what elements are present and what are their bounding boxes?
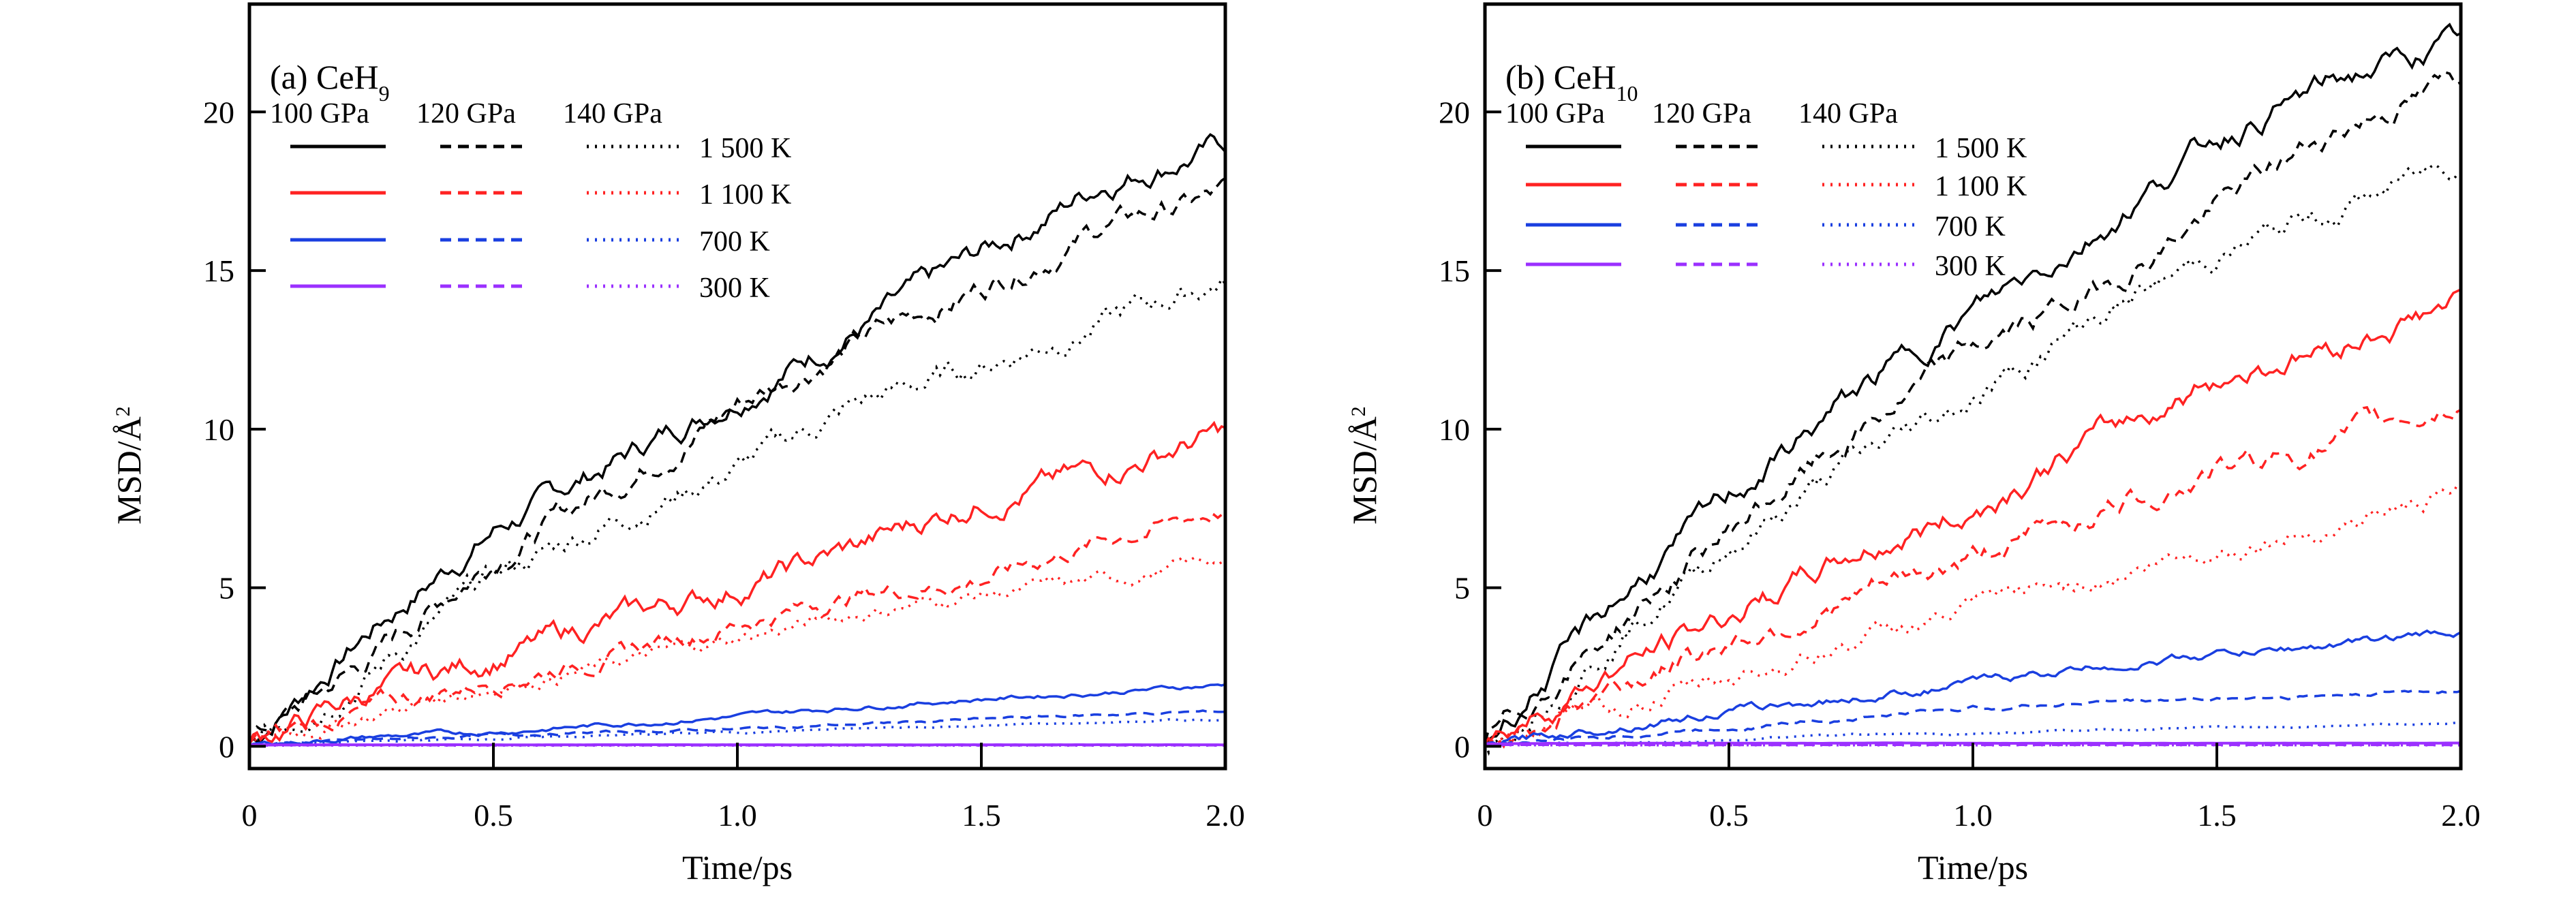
series-line-100GPa-1500K xyxy=(248,133,1227,744)
x-tick-label: 2.0 xyxy=(1206,798,1245,833)
y-tick-label: 5 xyxy=(219,571,234,606)
y-tick-label: 0 xyxy=(219,729,234,764)
legend-pressure-header: 100 GPa xyxy=(270,98,369,129)
legend: 100 GPa 120 GPa 140 GPa 1 500 K 1 100 K 700 K… xyxy=(1505,98,2027,282)
series-line-120GPa-1500K xyxy=(248,176,1227,744)
y-tick-label: 5 xyxy=(1454,571,1470,606)
legend-temperature-label: 1 100 K xyxy=(699,179,791,211)
y-tick-label: 20 xyxy=(1439,95,1470,129)
legend-temperature-label: 700 K xyxy=(699,226,770,258)
series-line-140GPa-1500K xyxy=(1484,163,2462,756)
legend-temperature-label: 1 500 K xyxy=(1935,133,2027,164)
x-tick-label: 1.5 xyxy=(962,798,1001,833)
x-axis-label: Time/ps xyxy=(682,848,793,886)
legend-pressure-header: 140 GPa xyxy=(1798,98,1898,129)
series-line-100GPa-1100K xyxy=(1484,288,2462,745)
series-line-120GPa-700K xyxy=(249,709,1226,747)
y-tick-label: 15 xyxy=(203,253,234,288)
x-axis-label: Time/ps xyxy=(1918,848,2028,886)
x-tick-label: 1.5 xyxy=(2197,798,2237,833)
legend-pressure-header: 100 GPa xyxy=(1505,98,1605,129)
series-line-120GPa-1500K xyxy=(1484,71,2462,744)
legend-temperature-label: 1 100 K xyxy=(1935,171,2027,202)
legend-pressure-header: 140 GPa xyxy=(563,98,662,129)
x-tick-label: 1.0 xyxy=(718,798,757,833)
x-tick-label: 2.0 xyxy=(2441,798,2481,833)
y-axis-label-text: MSD/Å xyxy=(1345,416,1383,524)
legend-pressure-header: 120 GPa xyxy=(1652,98,1751,129)
legend-temperature-label: 700 K xyxy=(1935,211,2006,243)
series-line-140GPa-700K xyxy=(249,718,1226,747)
panel-title-text: (b) CeH xyxy=(1505,58,1616,96)
series-line-140GPa-1100K xyxy=(248,555,1227,744)
y-axis-label-superscript: 2 xyxy=(1347,406,1370,416)
legend-temperature-label: 300 K xyxy=(1935,251,2006,282)
x-tick-label: 0.5 xyxy=(474,798,513,833)
y-tick-label: 10 xyxy=(1439,412,1470,447)
y-tick-label: 15 xyxy=(1439,253,1470,288)
panel-title-subscript: 9 xyxy=(379,81,390,106)
x-tick-label: 0 xyxy=(1477,798,1493,833)
series-line-120GPa-1100K xyxy=(1484,405,2462,749)
series-line-100GPa-1100K xyxy=(248,420,1226,744)
series-line-140GPa-700K xyxy=(1484,720,2462,747)
x-tick-label: 1.0 xyxy=(1953,798,1993,833)
y-axis-label: MSD/Å2 xyxy=(110,406,148,524)
x-tick-label: 0.5 xyxy=(1709,798,1749,833)
y-axis-label-superscript: 2 xyxy=(112,406,134,416)
series-line-100GPa-700K xyxy=(249,683,1226,746)
y-tick-label: 20 xyxy=(203,95,234,129)
panel-b: 0 0.5 1.0 1.5 2.0 0 5 10 15 20 Time/ps MSD/Å2 (b) Ce… xyxy=(1345,2,2481,886)
panel-title-subscript: 10 xyxy=(1616,81,1638,106)
y-tick-label: 10 xyxy=(203,412,234,447)
series-line-100GPa-700K xyxy=(1484,629,2462,746)
y-axis-label-text: MSD/Å xyxy=(110,416,148,524)
series-line-140GPa-1500K xyxy=(248,276,1227,745)
legend-temperature-label: 1 500 K xyxy=(699,133,791,164)
panel-title: (a) CeH9 xyxy=(270,58,390,106)
y-axis-label: MSD/Å2 xyxy=(1345,406,1383,524)
x-tick-label: 0 xyxy=(242,798,258,833)
panel-a: 0 0.5 1.0 1.5 2.0 0 5 10 15 20 Time/ps MSD/Å2 (a) Ce… xyxy=(110,2,1245,886)
series-line-100GPa-1500K xyxy=(1484,22,2462,745)
y-tick-label: 0 xyxy=(1454,729,1470,764)
series-line-120GPa-1100K xyxy=(248,506,1227,744)
legend-temperature-label: 300 K xyxy=(699,273,770,304)
panel-title: (b) CeH10 xyxy=(1505,58,1638,106)
legend: 100 GPa 120 GPa 140 GPa 1 500 K 1 100 K 700 K… xyxy=(270,98,791,304)
series-line-120GPa-700K xyxy=(1484,690,2462,746)
legend-pressure-header: 120 GPa xyxy=(416,98,516,129)
panel-title-text: (a) CeH xyxy=(270,58,379,96)
